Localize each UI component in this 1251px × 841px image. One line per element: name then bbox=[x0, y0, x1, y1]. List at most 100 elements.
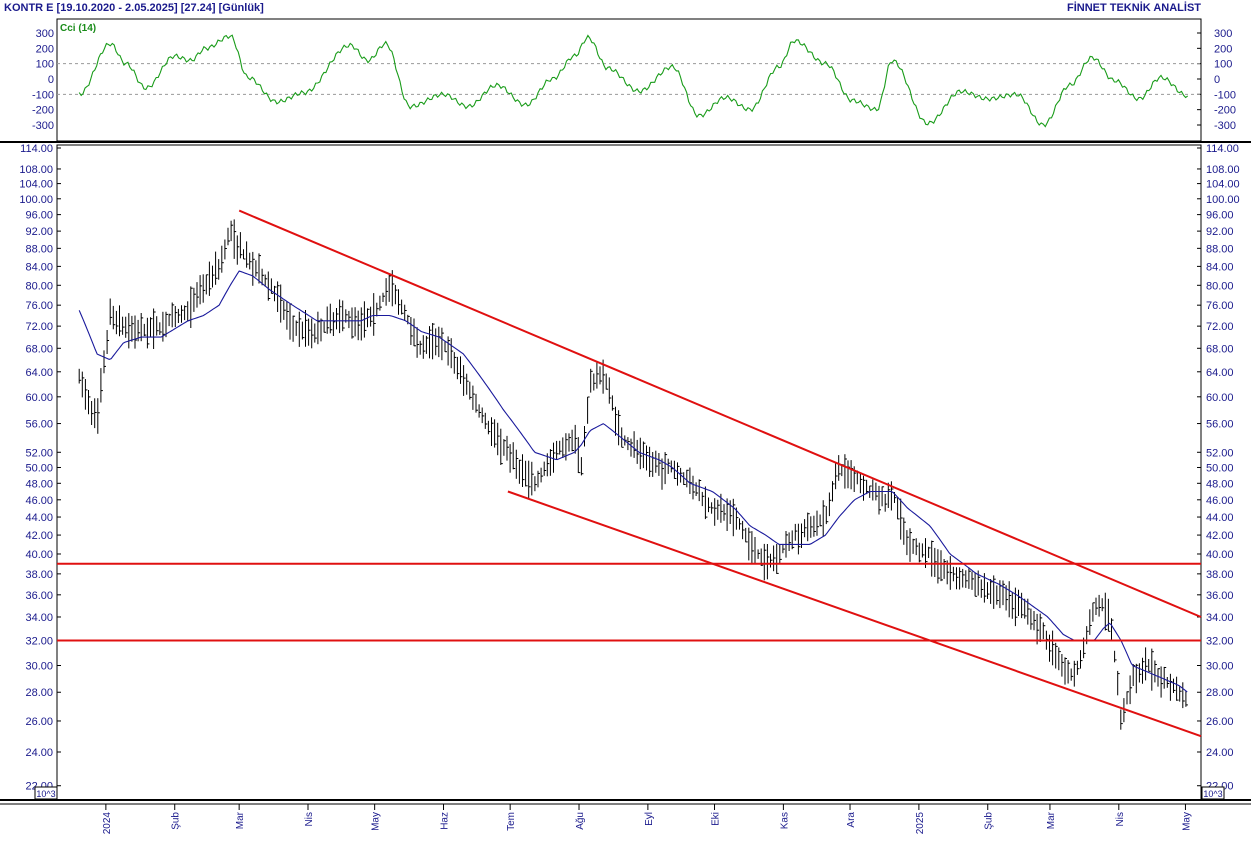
price-tick-right: 42.00 bbox=[1206, 530, 1234, 542]
price-tick-right: 34.00 bbox=[1206, 612, 1234, 624]
cci-tick-right: 300 bbox=[1214, 28, 1232, 40]
trend-lines bbox=[57, 209, 1202, 738]
price-tick-left: 36.00 bbox=[25, 590, 53, 602]
price-tick-right: 44.00 bbox=[1206, 512, 1234, 524]
price-tick-right: 104.00 bbox=[1206, 179, 1240, 191]
price-tick-right: 38.00 bbox=[1206, 569, 1234, 581]
price-tick-left: 76.00 bbox=[25, 300, 53, 312]
x-tick-label: Kas bbox=[779, 812, 790, 829]
price-tick-left: 46.00 bbox=[25, 495, 53, 507]
price-tick-right: 26.00 bbox=[1206, 716, 1234, 728]
cci-series bbox=[78, 34, 1189, 128]
price-tick-left: 48.00 bbox=[25, 478, 53, 490]
cci-tick-left: 200 bbox=[36, 43, 54, 55]
price-tick-left: 42.00 bbox=[25, 530, 53, 542]
cci-tick-left: -100 bbox=[32, 89, 54, 101]
price-tick-right: 80.00 bbox=[1206, 280, 1234, 292]
x-tick-label: Ara bbox=[846, 812, 857, 828]
price-tick-right: 40.00 bbox=[1206, 549, 1234, 561]
cci-tick-left: 100 bbox=[36, 59, 54, 71]
price-tick-right: 46.00 bbox=[1206, 495, 1234, 507]
chart-header-left: KONTR E [19.10.2020 - 2.05.2025] [27.24]… bbox=[4, 2, 264, 14]
cci-line bbox=[78, 34, 1189, 128]
scale-badge-right: 10^3 bbox=[1201, 786, 1225, 800]
x-tick-label: Nis bbox=[1115, 812, 1126, 826]
cci-tick-right: -300 bbox=[1214, 120, 1236, 132]
price-tick-left: 114.00 bbox=[20, 143, 53, 155]
x-tick-label: 2024 bbox=[102, 812, 113, 835]
svg-text:10^3: 10^3 bbox=[1203, 789, 1222, 799]
price-tick-right: 92.00 bbox=[1206, 226, 1234, 238]
price-bars bbox=[78, 219, 1188, 730]
price-tick-right: 24.00 bbox=[1206, 747, 1234, 759]
cci-tick-right: 200 bbox=[1214, 43, 1232, 55]
price-tick-right: 72.00 bbox=[1206, 321, 1234, 333]
scale-badge-left: 10^3 bbox=[34, 786, 58, 800]
cci-tick-left: 0 bbox=[48, 74, 54, 86]
price-tick-right: 28.00 bbox=[1206, 687, 1234, 699]
price-tick-left: 44.00 bbox=[25, 512, 53, 524]
price-tick-left: 88.00 bbox=[25, 243, 53, 255]
price-tick-left: 92.00 bbox=[25, 226, 53, 238]
price-tick-left: 68.00 bbox=[25, 343, 53, 355]
price-tick-left: 52.00 bbox=[25, 447, 53, 459]
price-tick-right: 76.00 bbox=[1206, 300, 1234, 312]
x-tick-label: Mar bbox=[1046, 811, 1057, 829]
price-tick-left: 100.00 bbox=[19, 194, 53, 206]
price-tick-right: 48.00 bbox=[1206, 478, 1234, 490]
price-tick-left: 38.00 bbox=[25, 569, 53, 581]
price-tick-left: 30.00 bbox=[25, 661, 53, 673]
cci-tick-left: 300 bbox=[36, 28, 54, 40]
svg-text:10^3: 10^3 bbox=[36, 789, 55, 799]
x-tick-label: Ağu bbox=[575, 812, 586, 830]
cci-tick-right: 100 bbox=[1214, 59, 1232, 71]
x-tick-label: Mar bbox=[235, 811, 246, 829]
x-tick-label: May bbox=[371, 812, 382, 831]
upper-trend-line bbox=[238, 209, 1202, 618]
price-tick-left: 50.00 bbox=[25, 462, 53, 474]
price-tick-left: 34.00 bbox=[25, 612, 53, 624]
cci-levels bbox=[57, 63, 1201, 95]
price-tick-right: 64.00 bbox=[1206, 367, 1234, 379]
x-tick-label: Şub bbox=[171, 812, 182, 830]
x-tick-label: Tem bbox=[506, 812, 517, 831]
price-tick-right: 88.00 bbox=[1206, 243, 1234, 255]
x-tick-label: Eyl bbox=[644, 812, 655, 826]
price-tick-right: 30.00 bbox=[1206, 661, 1234, 673]
price-tick-left: 84.00 bbox=[25, 261, 53, 273]
price-tick-left: 56.00 bbox=[25, 419, 53, 431]
price-tick-left: 72.00 bbox=[25, 321, 53, 333]
x-tick-label: Haz bbox=[440, 812, 451, 830]
cci-tick-right: -100 bbox=[1214, 89, 1236, 101]
price-tick-left: 80.00 bbox=[25, 280, 53, 292]
cci-tick-left: -200 bbox=[32, 105, 54, 117]
cci-label: Cci (14) bbox=[60, 23, 96, 34]
price-tick-right: 108.00 bbox=[1206, 164, 1240, 176]
x-tick-label: Nis bbox=[304, 812, 315, 826]
x-axis: 2024 Şub Mar Nis May Haz Tem Ağu Eyl Eki Kas Ara 202… bbox=[102, 804, 1193, 834]
chart-header-right: FİNNET TEKNİK ANALİST bbox=[1066, 2, 1201, 14]
price-tick-left: 24.00 bbox=[25, 747, 53, 759]
price-tick-right: 52.00 bbox=[1206, 447, 1234, 459]
price-panel-frame bbox=[56, 144, 1202, 801]
price-tick-left: 40.00 bbox=[25, 549, 53, 561]
x-tick-label: Eki bbox=[711, 812, 722, 826]
cci-tick-right: 0 bbox=[1214, 74, 1220, 86]
price-tick-right: 114.00 bbox=[1206, 143, 1239, 155]
price-tick-right: 96.00 bbox=[1206, 210, 1234, 222]
price-tick-right: 100.00 bbox=[1206, 194, 1240, 206]
price-tick-right: 32.00 bbox=[1206, 635, 1234, 647]
price-tick-right: 60.00 bbox=[1206, 392, 1234, 404]
lower-trend-line bbox=[507, 490, 1202, 738]
price-tick-right: 56.00 bbox=[1206, 419, 1234, 431]
price-tick-left: 26.00 bbox=[25, 716, 53, 728]
price-tick-left: 108.00 bbox=[19, 164, 53, 176]
cci-tick-right: -200 bbox=[1214, 105, 1236, 117]
price-tick-left: 32.00 bbox=[25, 635, 53, 647]
price-tick-left: 64.00 bbox=[25, 367, 53, 379]
price-tick-left: 96.00 bbox=[25, 210, 53, 222]
cci-panel-frame bbox=[56, 18, 1202, 142]
x-tick-label: May bbox=[1182, 812, 1193, 831]
price-tick-right: 36.00 bbox=[1206, 590, 1234, 602]
